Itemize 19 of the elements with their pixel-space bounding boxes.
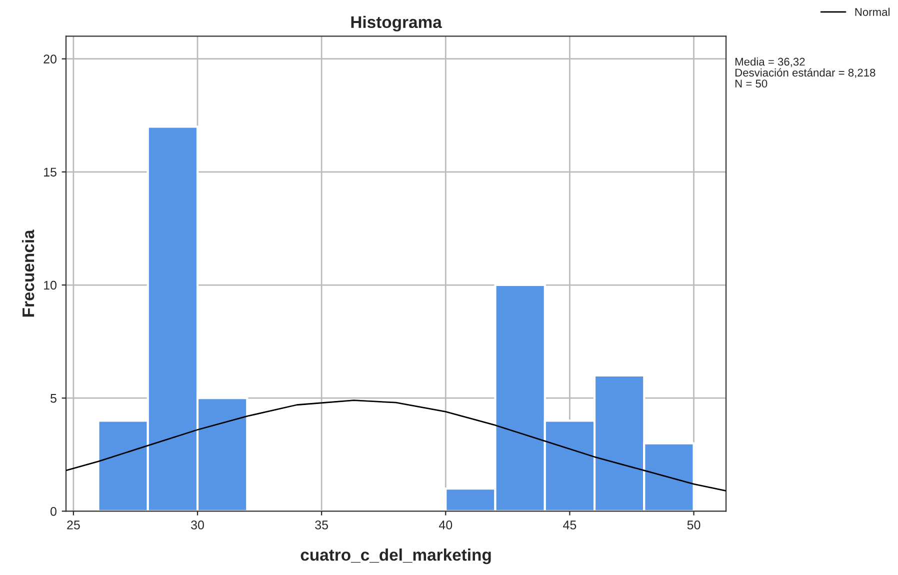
x-tick-label: 45	[563, 520, 576, 530]
x-tick-label: 40	[438, 520, 452, 530]
chart-title: Histograma	[351, 16, 442, 32]
y-tick-label: 5	[50, 394, 56, 403]
legend-label: Normal	[855, 8, 890, 16]
x-tick-label: 50	[687, 520, 700, 530]
y-axis-title: Frecuencia	[22, 230, 34, 317]
x-tick-label: 25	[67, 520, 80, 530]
y-tick-label: 10	[44, 280, 56, 290]
y-tick-label: 0	[50, 506, 56, 516]
text: Desviación estándar = 8,218	[735, 68, 876, 78]
x-tick-label: 30	[191, 520, 204, 530]
text: N = 50	[735, 80, 768, 88]
y-tick-label: 20	[44, 54, 56, 64]
x-tick-label: 35	[315, 520, 328, 530]
y-tick-label: 15	[44, 168, 56, 177]
x-axis-title: cuatro_c_del_marketing	[300, 548, 491, 564]
text: Media = 36,32	[735, 58, 805, 67]
line-series	[66, 400, 726, 492]
